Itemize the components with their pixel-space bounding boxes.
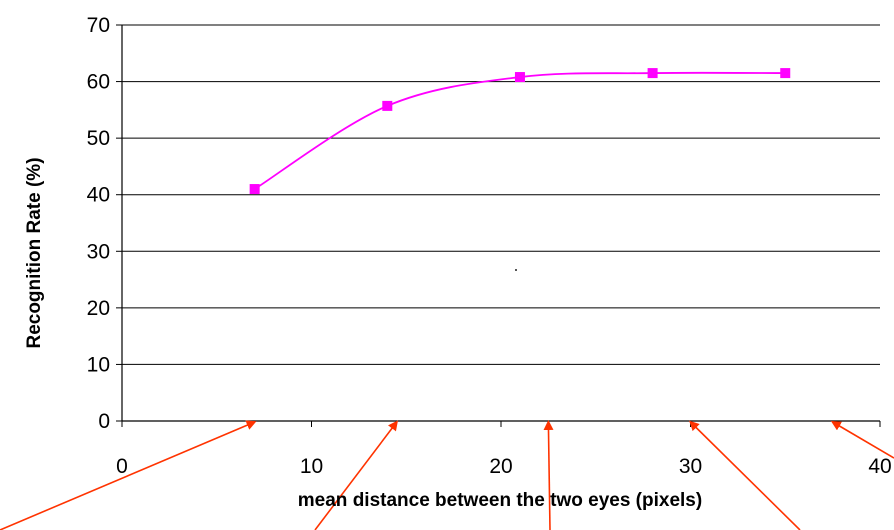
data-point [249, 184, 260, 195]
y-tick-label: 0 [98, 410, 110, 433]
y-tick-label: 40 [87, 184, 110, 207]
annotation-arrows [0, 420, 894, 530]
annotation-arrow [689, 420, 801, 530]
y-tick-label: 60 [87, 71, 110, 94]
annotation-arrow [830, 420, 894, 459]
data-point [647, 68, 658, 79]
stray-dot [515, 269, 517, 271]
y-tick-label: 10 [87, 353, 110, 376]
y-tick-label: 30 [87, 240, 110, 263]
data-point [780, 68, 791, 79]
x-tick-label: 20 [489, 455, 512, 478]
y-tick-label: 20 [87, 297, 110, 320]
data-point [514, 72, 525, 83]
x-tick-label: 10 [300, 455, 323, 478]
series-group [249, 68, 791, 271]
x-tick-label: 30 [679, 455, 702, 478]
x-tick-label: 40 [868, 455, 891, 478]
annotation-arrow [543, 420, 554, 530]
y-axis-title: Recognition Rate (%) [24, 157, 45, 348]
x-tick-label: 0 [116, 455, 128, 478]
annotation-arrow [0, 420, 257, 530]
annotation-arrow [314, 420, 398, 530]
plot-area [122, 25, 880, 421]
data-point [382, 100, 393, 111]
plot-background [122, 25, 880, 421]
y-tick-label: 70 [87, 14, 110, 37]
x-axis-title: mean distance between the two eyes (pixe… [298, 490, 702, 511]
y-tick-labels: 0 10 20 30 40 50 60 70 [87, 14, 110, 433]
y-tick-label: 50 [87, 127, 110, 150]
x-tick-labels: 0 10 20 30 40 [116, 455, 892, 478]
gridlines [122, 24, 880, 365]
